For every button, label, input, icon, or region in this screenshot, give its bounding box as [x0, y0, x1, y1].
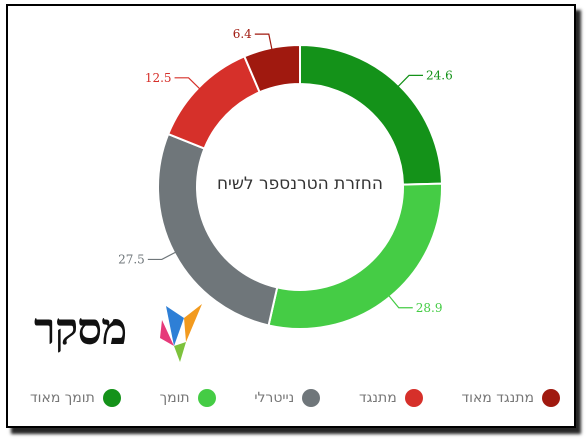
chart-title: החזרת הטרנספר לשיח [216, 174, 384, 194]
legend-item-neutral[interactable]: נייטרלי [254, 389, 321, 407]
legend-item-support[interactable]: תומך [160, 389, 216, 407]
leader-line [397, 74, 424, 88]
slice-neutral[interactable] [157, 132, 279, 327]
slice-strongly-support[interactable] [299, 43, 443, 186]
legend-swatch [302, 389, 321, 407]
legend: תומך מאוד תומך נייטרלי מתנגד מתנגד מאוד [30, 384, 560, 412]
leader-line [174, 77, 201, 90]
leader-line [388, 294, 413, 309]
leader-line [254, 33, 273, 50]
legend-label: תומך [159, 390, 190, 406]
logo-text: מסקר [34, 304, 127, 355]
maskar-logo: מסקר [34, 298, 204, 368]
legend-label: מתנגד [359, 390, 397, 406]
legend-label: נייטרלי [254, 390, 295, 406]
legend-swatch [197, 389, 216, 407]
data-label: 24.6 [426, 68, 453, 82]
data-label: 12.5 [145, 71, 172, 85]
legend-item-strongly-support[interactable]: תומך מאוד [30, 389, 121, 407]
legend-swatch [102, 389, 121, 407]
legend-item-oppose[interactable]: מתנגד [359, 389, 423, 407]
legend-label: מתנגד מאוד [461, 390, 534, 406]
slice-oppose[interactable] [166, 55, 261, 150]
legend-item-strongly-oppose[interactable]: מתנגד מאוד [461, 389, 560, 407]
data-label: 6.4 [233, 27, 252, 41]
slice-strongly-oppose[interactable] [243, 43, 301, 94]
data-labels: 24.6 28.9 27.5 12.5 6.4 [118, 27, 453, 315]
donut-slices [157, 43, 443, 330]
data-label: 27.5 [118, 252, 145, 266]
legend-label: תומך מאוד [30, 390, 95, 406]
legend-swatch [542, 389, 560, 407]
data-label: 28.9 [416, 301, 443, 315]
leader-line [147, 251, 177, 261]
legend-swatch [404, 389, 423, 407]
logo-emblem-icon [160, 304, 202, 362]
